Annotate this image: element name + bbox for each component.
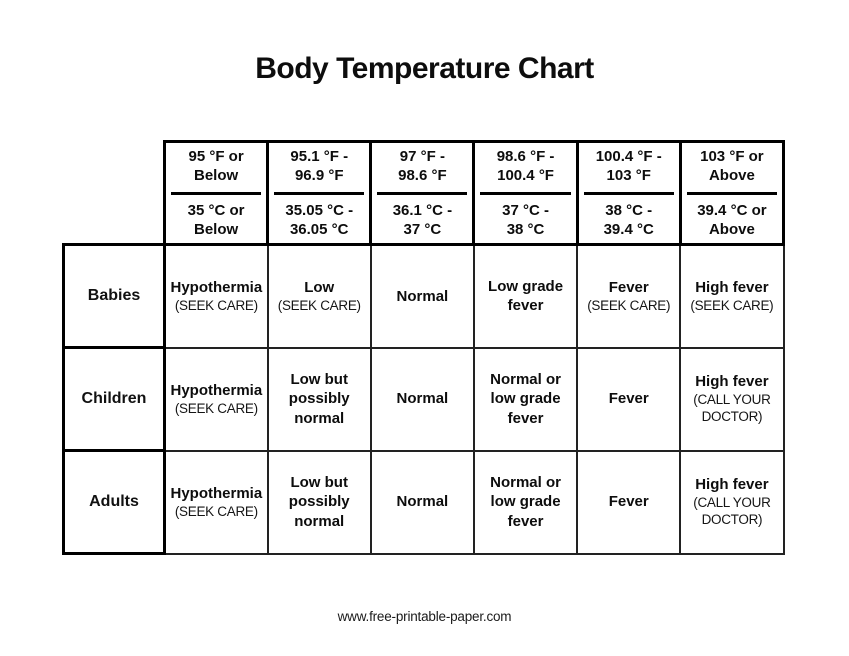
row-label-adults: Adults: [62, 449, 166, 555]
cell-main-text: Hypothermia: [170, 484, 263, 502]
cell-main-text: Low: [304, 278, 335, 296]
cell-main-text: Normal: [396, 390, 449, 408]
cell-main-text: Fever: [608, 493, 649, 511]
row-label-babies: Babies: [62, 243, 166, 349]
fahrenheit-range: 100.4 °F - 103 °F: [595, 148, 662, 185]
unit-divider-line: [377, 191, 468, 195]
fahrenheit-range: 97 °F - 98.6 °F: [398, 148, 447, 185]
cell-sub-text: (SEEK CARE): [174, 297, 258, 313]
cell-children-3: Normal: [369, 346, 475, 452]
cell-main-text: Hypothermia: [170, 278, 263, 296]
cell-children-6: High fever (CALL YOUR DOCTOR): [679, 346, 785, 452]
celsius-range: 36.1 °C - 37 °C: [392, 201, 453, 238]
cell-sub-text: (SEEK CARE): [174, 503, 258, 519]
fahrenheit-range: 98.6 °F - 100.4 °F: [496, 148, 555, 185]
temp-column-header-3: 97 °F - 98.6 °F 36.1 °C - 37 °C: [369, 140, 476, 246]
cell-babies-5: Fever (SEEK CARE): [576, 243, 682, 349]
cell-main-text: Normal: [396, 493, 449, 511]
cell-sub-text: (CALL YOUR DOCTOR): [693, 495, 771, 528]
footer-url: www.free-printable-paper.com: [337, 609, 512, 624]
cell-main-text: Low grade fever: [488, 278, 564, 315]
celsius-range: 38 °C - 39.4 °C: [603, 201, 654, 238]
cell-sub-text: (CALL YOUR DOCTOR): [693, 392, 771, 425]
cell-adults-1: Hypothermia (SEEK CARE): [163, 449, 269, 555]
cell-babies-3: Normal: [369, 243, 475, 349]
unit-divider-line: [583, 191, 674, 195]
row-label-children: Children: [62, 346, 166, 452]
cell-babies-2: Low (SEEK CARE): [266, 243, 372, 349]
cell-babies-4: Low grade fever: [472, 243, 579, 349]
corner-spacer: [64, 142, 165, 245]
temp-column-header-1: 95 °F or Below 35 °C or Below: [162, 140, 270, 246]
cell-main-text: High fever: [695, 476, 769, 494]
cell-adults-2: Low but possibly normal: [266, 449, 372, 555]
cell-main-text: Normal or low grade fever: [490, 474, 561, 530]
table-row-babies: Babies Hypothermia (SEEK CARE) Low (SEEK…: [62, 243, 785, 349]
celsius-range: 39.4 °C or Above: [697, 201, 767, 238]
cell-adults-6: High fever (CALL YOUR DOCTOR): [679, 449, 785, 555]
cell-main-text: Normal or low grade fever: [490, 371, 561, 427]
table-row-adults: Adults Hypothermia (SEEK CARE) Low but p…: [62, 449, 785, 555]
cell-children-5: Fever: [576, 346, 682, 452]
cell-main-text: Fever: [608, 390, 649, 408]
cell-sub-text: (SEEK CARE): [174, 400, 258, 416]
fahrenheit-range: 103 °F or Above: [700, 148, 764, 185]
unit-divider-line: [274, 191, 365, 195]
fahrenheit-range: 95.1 °F - 96.9 °F: [290, 148, 349, 185]
cell-adults-3: Normal: [369, 449, 475, 555]
cell-children-2: Low but possibly normal: [266, 346, 372, 452]
celsius-range: 37 °C - 38 °C: [502, 201, 549, 238]
cell-babies-6: High fever (SEEK CARE): [679, 243, 785, 349]
temp-column-header-5: 100.4 °F - 103 °F 38 °C - 39.4 °C: [575, 140, 682, 246]
cell-sub-text: (SEEK CARE): [277, 297, 361, 313]
celsius-range: 35 °C or Below: [187, 201, 245, 238]
cell-children-4: Normal or low grade fever: [472, 346, 579, 452]
page-title: Body Temperature Chart: [255, 52, 594, 85]
celsius-range: 35.05 °C - 36.05 °C: [285, 201, 354, 238]
cell-babies-1: Hypothermia (SEEK CARE): [163, 243, 269, 349]
header-row: 95 °F or Below 35 °C or Below 95.1 °F - …: [64, 140, 786, 246]
temp-column-header-4: 98.6 °F - 100.4 °F 37 °C - 38 °C: [472, 140, 579, 246]
cell-main-text: Fever: [608, 278, 649, 296]
cell-main-text: Normal: [396, 287, 449, 305]
unit-divider-line: [480, 191, 571, 195]
cell-adults-4: Normal or low grade fever: [472, 449, 579, 555]
table-row-children: Children Hypothermia (SEEK CARE) Low but…: [62, 346, 785, 452]
cell-main-text: High fever: [695, 278, 769, 296]
cell-sub-text: (SEEK CARE): [587, 297, 671, 313]
cell-adults-5: Fever: [576, 449, 682, 555]
cell-children-1: Hypothermia (SEEK CARE): [163, 346, 269, 452]
body-temperature-table: 95 °F or Below 35 °C or Below 95.1 °F - …: [62, 140, 786, 555]
temp-column-header-2: 95.1 °F - 96.9 °F 35.05 °C - 36.05 °C: [266, 140, 373, 246]
unit-divider-line: [171, 191, 262, 195]
fahrenheit-range: 95 °F or Below: [188, 148, 244, 185]
cell-main-text: Hypothermia: [170, 381, 263, 399]
cell-main-text: Low but possibly normal: [288, 371, 350, 427]
temp-column-header-6: 103 °F or Above 39.4 °C or Above: [678, 140, 786, 246]
cell-main-text: Low but possibly normal: [288, 474, 350, 530]
unit-divider-line: [686, 191, 777, 195]
cell-sub-text: (SEEK CARE): [690, 297, 774, 313]
cell-main-text: High fever: [695, 373, 769, 391]
